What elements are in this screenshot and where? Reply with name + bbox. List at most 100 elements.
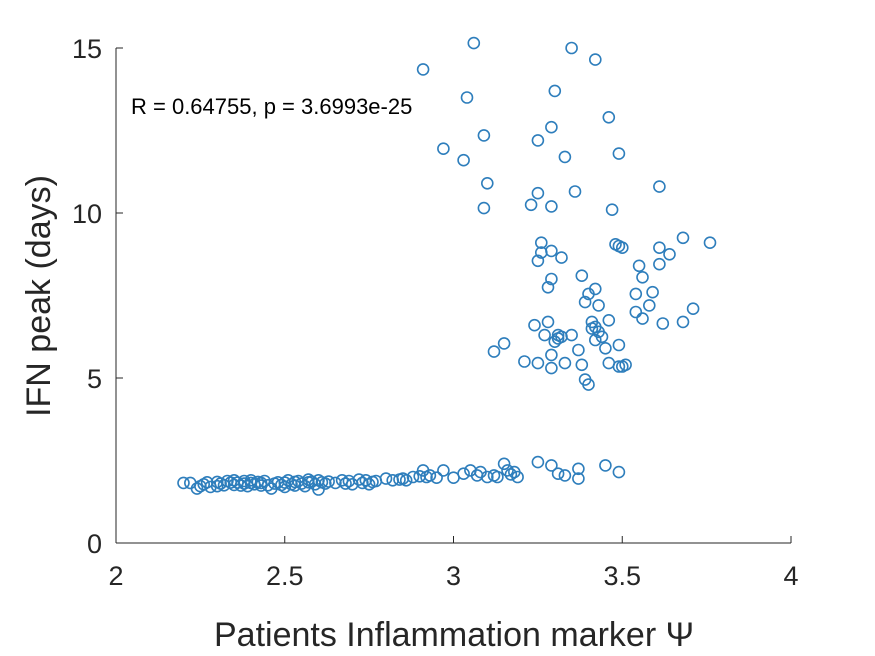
data-point [305,475,319,488]
x-ticks: 2 2.5 3 3.5 4 [108,536,799,591]
data-point [551,467,565,481]
data-point [352,473,366,486]
y-tick-label: 5 [87,364,102,394]
data-point [592,299,605,312]
data-point [545,120,558,134]
data-point [406,470,420,484]
data-point [531,356,545,370]
data-point [602,111,616,124]
data-point [612,147,626,160]
data-point [362,477,376,491]
data-point [480,177,494,190]
data-point [322,475,335,488]
data-point [653,180,666,193]
data-point [531,254,545,268]
data-point [487,345,501,358]
data-point [545,272,558,286]
data-point [612,338,626,352]
y-tick-label: 0 [87,529,102,559]
data-point [497,337,511,350]
data-point [329,476,342,490]
data-point [359,473,373,487]
data-point [423,469,437,482]
data-point [477,201,491,215]
data-point [629,287,643,301]
data-point [190,482,204,495]
data-point [575,358,589,372]
data-point [531,186,545,200]
data-point [548,335,562,349]
data-point [437,464,450,477]
x-tick-label: 2.5 [266,561,304,591]
data-point [558,356,572,370]
data-point [379,472,393,485]
data-point [572,343,585,357]
data-point [558,469,572,482]
data-point [599,459,612,472]
data-point [619,358,632,372]
data-point [457,153,470,167]
data-point [605,203,619,216]
data-point [210,479,224,493]
data-point [534,236,548,249]
data-point [703,236,717,249]
data-point [531,134,545,147]
data-point [457,467,470,481]
data-point [595,330,609,344]
data-point [177,476,190,490]
data-point [497,457,511,471]
data-point [588,333,602,347]
x-tick-label: 3 [446,561,461,591]
data-point [416,63,430,76]
data-point [656,317,670,330]
correlation-annotation: R = 0.64755, p = 3.6993e-25 [131,94,412,119]
data-point [511,470,524,484]
y-tick-label: 15 [72,34,102,64]
y-ticks: 0 5 10 15 [72,34,123,559]
data-point [480,470,494,484]
data-point [686,302,700,316]
data-point [629,305,643,319]
data-point [460,91,474,104]
data-point [356,476,369,490]
data-point [504,468,518,481]
data-point [524,198,538,212]
data-point [632,259,646,273]
data-point [676,231,690,245]
axes [115,48,791,544]
data-point [612,465,626,479]
data-point [568,185,582,198]
data-point [477,129,491,142]
data-point [612,360,626,373]
data-point [545,348,558,362]
data-point [430,471,443,485]
data-point [531,455,545,469]
data-point [646,285,659,299]
data-point [518,355,531,368]
data-point [548,84,562,98]
data-point [545,459,558,472]
data-point [588,53,602,66]
data-point [528,318,541,332]
data-point [599,341,612,355]
data-point [572,462,585,476]
data-point [572,472,585,485]
data-point [676,315,690,329]
data-point [615,241,629,254]
data-point [609,238,622,251]
data-point [545,361,558,375]
data-point [491,470,504,484]
data-point [602,313,616,327]
data-point [663,248,676,261]
data-point [636,312,649,325]
data-point [636,270,649,284]
data-point [653,241,666,254]
data-point [555,251,568,264]
x-tick-label: 3.5 [603,561,641,591]
data-point [545,244,558,258]
y-axis-label: IFN peak (days) [20,175,58,417]
data-point [565,41,578,55]
x-tick-label: 4 [783,561,798,591]
data-point [538,328,551,342]
